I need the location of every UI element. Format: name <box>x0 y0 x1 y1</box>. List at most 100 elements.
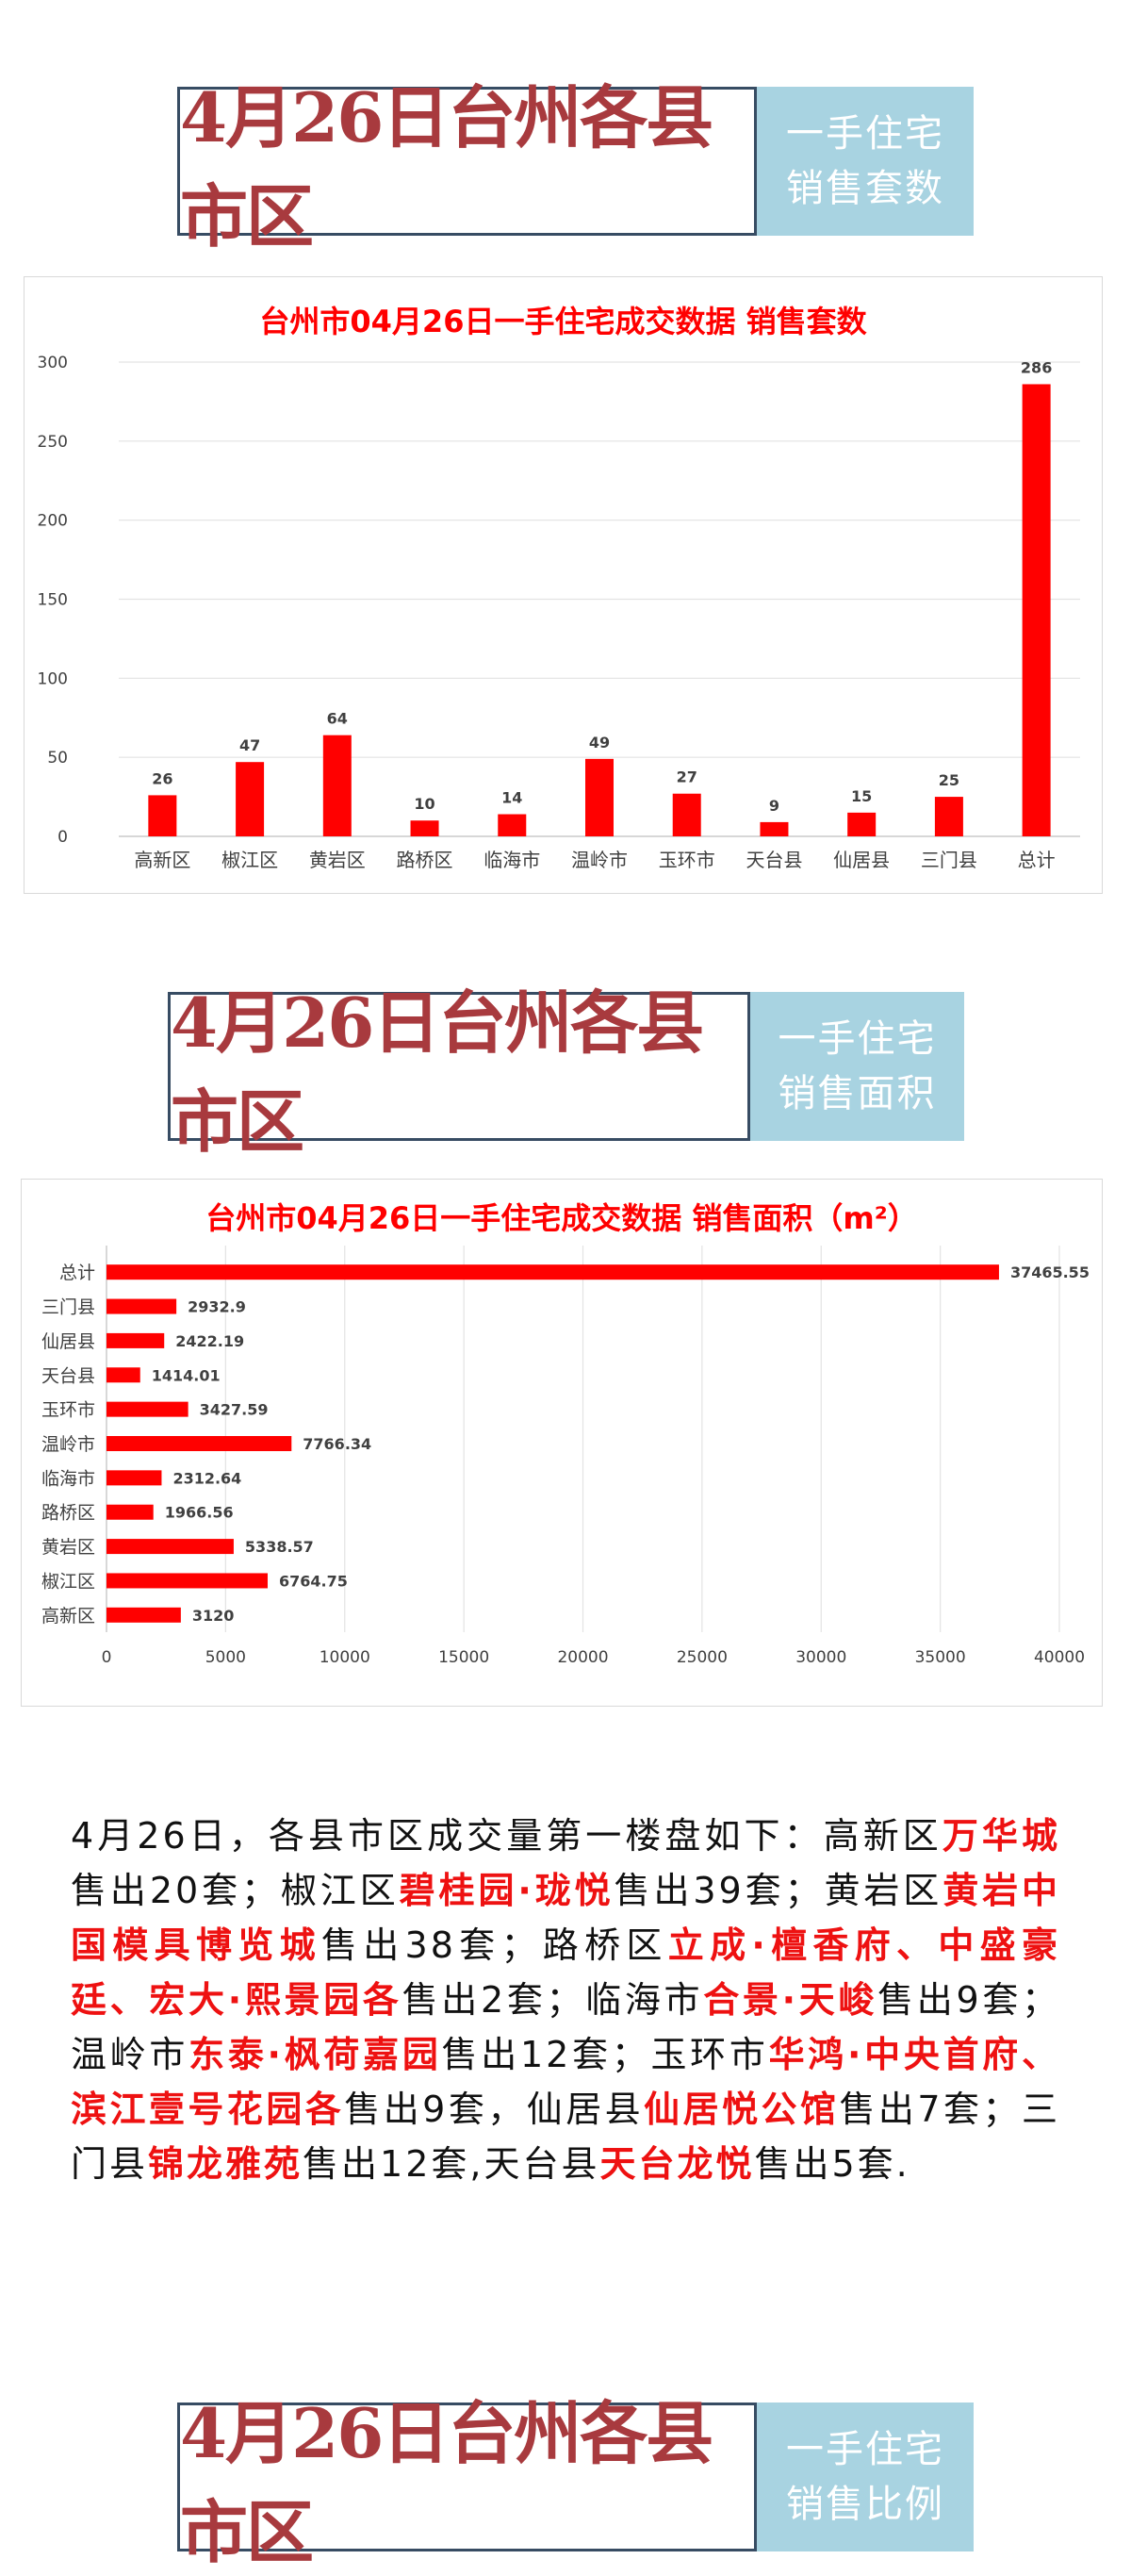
banner-side-line-2: 销售比例 <box>786 2483 944 2526</box>
banner-side-line-1: 一手住宅 <box>786 112 944 156</box>
bar <box>498 814 527 836</box>
banner-sales-units: 4月26日台州各县市区 一手住宅 销售套数 <box>177 77 974 256</box>
bar <box>410 820 439 836</box>
x-tick-label: 仙居县 <box>833 849 890 871</box>
x-tick-label: 椒江区 <box>221 849 278 871</box>
banner-main-title: 4月26日台州各县市区 <box>171 983 704 1162</box>
data-label: 10 <box>414 795 434 813</box>
summary-text: 售出38套；路桥区 <box>320 1924 668 1966</box>
banner-side-line-2: 销售面积 <box>778 1072 937 1115</box>
project-name-highlight: 天台龙悦 <box>599 2143 755 2185</box>
data-label: 2312.64 <box>172 1469 241 1487</box>
data-label: 25 <box>939 771 959 789</box>
banner-side-label: 一手住宅 销售面积 <box>750 992 964 1141</box>
banner-side-line-1: 一手住宅 <box>786 2428 944 2471</box>
data-label: 2422.19 <box>175 1332 244 1350</box>
y-tick-label: 200 <box>38 512 68 531</box>
y-tick-label: 椒江区 <box>41 1571 95 1592</box>
y-tick-label: 玉环市 <box>41 1400 95 1421</box>
project-name-highlight: 碧桂园·珑悦 <box>399 1870 615 1911</box>
data-label: 47 <box>239 736 260 754</box>
x-tick-label: 25000 <box>677 1648 728 1667</box>
project-name-highlight: 仙居悦公馆 <box>644 2089 840 2130</box>
y-tick-label: 临海市 <box>41 1468 95 1489</box>
bar <box>107 1470 162 1486</box>
x-tick-label: 10000 <box>320 1648 370 1667</box>
top-projects-summary: 4月26日，各县市区成交量第一楼盘如下：高新区万华城售出20套；椒江区碧桂园·珑… <box>71 1808 1060 2191</box>
bar <box>934 797 963 836</box>
summary-text: 售出9套；温岭市 <box>71 1979 1061 2075</box>
bar <box>107 1298 177 1314</box>
bar <box>672 793 701 836</box>
project-name-highlight: 万华城 <box>942 1815 1060 1857</box>
banner-side-label: 一手住宅 销售套数 <box>757 87 974 236</box>
project-name-highlight: 锦龙雅苑 <box>148 2143 303 2185</box>
data-label: 6764.75 <box>279 1572 348 1590</box>
x-tick-label: 40000 <box>1034 1648 1085 1667</box>
data-label: 49 <box>589 734 610 751</box>
project-name-highlight: 东泰·枫荷嘉园 <box>188 2034 442 2075</box>
project-name-highlight: 华鸿·中央首府、滨江壹号花园各 <box>71 2034 1061 2130</box>
bar <box>760 821 789 836</box>
y-tick-label: 150 <box>38 591 68 610</box>
x-tick-label: 路桥区 <box>397 849 453 871</box>
x-tick-label: 高新区 <box>134 849 190 871</box>
data-label: 15 <box>851 787 872 805</box>
summary-text: 售出2套；临海市 <box>402 1979 704 2021</box>
bar <box>107 1367 140 1383</box>
banner-main-box: 4月26日台州各县市区 <box>177 77 757 256</box>
x-tick-label: 临海市 <box>484 849 540 871</box>
project-name-highlight: 立成·檀香府、中盛豪廷、宏大·熙景园各 <box>71 1924 1060 2021</box>
data-label: 1966.56 <box>165 1504 234 1522</box>
data-label: 3120 <box>192 1607 235 1625</box>
banner-sales-area: 4月26日台州各县市区 一手住宅 销售面积 <box>168 983 964 1162</box>
x-tick-label: 30000 <box>795 1648 846 1667</box>
bar <box>107 1401 188 1417</box>
data-label: 2932.9 <box>188 1298 246 1316</box>
project-name-highlight: 黄岩中国模具博览城 <box>71 1870 1061 1966</box>
bar <box>107 1436 292 1451</box>
y-tick-label: 100 <box>38 669 68 688</box>
data-label: 64 <box>327 710 348 728</box>
data-label: 26 <box>152 769 172 787</box>
data-label: 3427.59 <box>200 1401 269 1419</box>
banner-side-line-2: 销售套数 <box>786 167 944 210</box>
summary-text: 售出12套；玉环市 <box>441 2034 769 2075</box>
y-tick-label: 50 <box>47 749 68 768</box>
bar <box>107 1539 234 1555</box>
x-tick-label: 黄岩区 <box>309 849 366 871</box>
bar <box>148 795 177 836</box>
bar <box>107 1332 165 1348</box>
y-tick-label: 总计 <box>59 1263 95 1283</box>
x-tick-label: 总计 <box>1018 849 1056 871</box>
bar <box>1022 384 1051 836</box>
banner-main-box: 4月26日台州各县市区 <box>168 983 750 1162</box>
data-label: 7766.34 <box>303 1435 371 1453</box>
data-label: 9 <box>769 797 779 815</box>
summary-text: 售出9套，仙居县 <box>344 2089 645 2130</box>
x-tick-label: 三门县 <box>921 849 977 871</box>
banner-main-box: 4月26日台州各县市区 <box>177 2393 757 2572</box>
banner-sales-ratio: 4月26日台州各县市区 一手住宅 销售比例 <box>177 2393 974 2572</box>
bar <box>107 1504 154 1520</box>
banner-main-title: 4月26日台州各县市区 <box>180 77 713 256</box>
data-label: 1414.01 <box>152 1366 221 1384</box>
bar <box>107 1264 999 1280</box>
x-tick-label: 15000 <box>438 1648 489 1667</box>
y-tick-label: 三门县 <box>41 1297 95 1318</box>
bar <box>107 1607 181 1623</box>
summary-text: 售出7套；三门县 <box>71 2089 1060 2185</box>
bar <box>236 762 265 836</box>
area-bar-chart: 0 5000 10000 15000 20000 25000 30000 35000 40000… <box>41 1246 1090 1667</box>
summary-text: 售出12套,天台县 <box>303 2143 600 2185</box>
y-tick-label: 250 <box>38 433 68 452</box>
bar <box>322 735 352 836</box>
x-tick-label: 温岭市 <box>571 849 628 871</box>
y-tick-label: 仙居县 <box>41 1331 95 1352</box>
data-label: 27 <box>677 768 697 786</box>
y-tick-label: 黄岩区 <box>41 1537 95 1558</box>
summary-text: 售出20套；椒江区 <box>71 1870 400 1911</box>
y-tick-label: 高新区 <box>41 1606 95 1627</box>
area-chart-panel: 台州市04月26日一手住宅成交数据 销售面积（m²） 0 5000 10000 150… <box>21 1179 1103 1707</box>
bar <box>585 758 614 836</box>
